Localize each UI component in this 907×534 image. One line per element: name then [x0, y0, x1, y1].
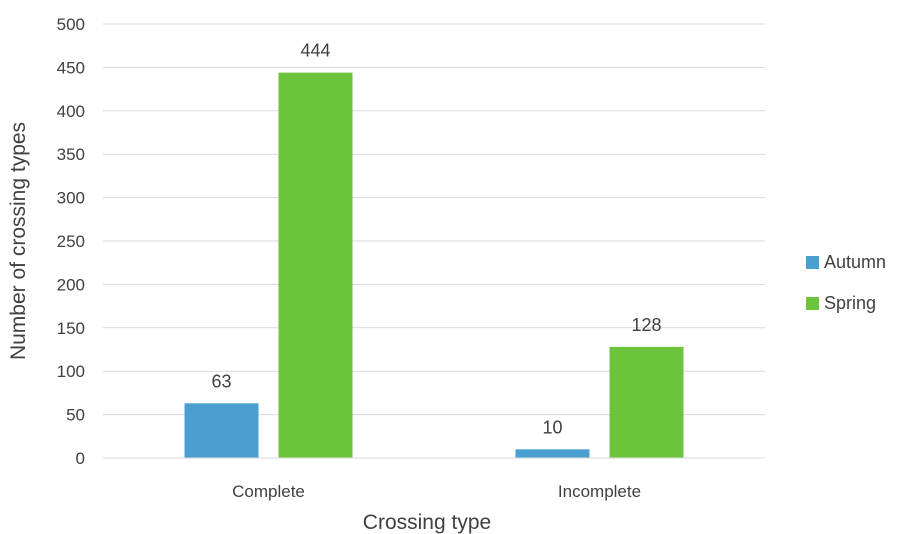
- y-tick-label: 450: [57, 58, 85, 77]
- legend-label-autumn: Autumn: [824, 252, 886, 272]
- y-tick-label: 500: [57, 15, 85, 34]
- y-tick-label: 350: [57, 145, 85, 164]
- y-tick-label: 150: [57, 319, 85, 338]
- legend-swatch-spring: [806, 297, 819, 310]
- y-tick-label: 50: [66, 406, 85, 425]
- legend-swatch-autumn: [806, 256, 819, 269]
- y-tick-label: 400: [57, 102, 85, 121]
- x-axis-tick-labels: Complete Incomplete: [232, 482, 641, 501]
- y-axis-title: Number of crossing types: [7, 122, 30, 360]
- data-label: 10: [542, 417, 562, 437]
- y-tick-label: 300: [57, 189, 85, 208]
- y-tick-label: 200: [57, 275, 85, 294]
- data-labels: 63 444 10 128: [211, 41, 661, 438]
- data-label: 444: [300, 41, 330, 61]
- bar-spring-incomplete: [609, 346, 684, 458]
- data-label: 128: [631, 315, 661, 335]
- x-tick-label: Incomplete: [558, 482, 641, 501]
- data-label: 63: [211, 371, 231, 391]
- y-tick-label: 100: [57, 362, 85, 381]
- x-tick-label: Complete: [232, 482, 305, 501]
- x-axis-title: Crossing type: [363, 511, 491, 534]
- legend-label-spring: Spring: [824, 293, 876, 313]
- y-axis-tick-labels: 0 50 100 150 200 250 300 350 400 450 500: [57, 15, 85, 468]
- bar-spring-complete: [278, 72, 353, 458]
- y-tick-label: 250: [57, 232, 85, 251]
- bars: [184, 72, 684, 458]
- legend: Autumn Spring: [806, 252, 886, 313]
- y-tick-label: 0: [76, 449, 85, 468]
- gridlines: [103, 23, 765, 416]
- bar-autumn-complete: [184, 403, 259, 458]
- bar-autumn-incomplete: [515, 449, 590, 458]
